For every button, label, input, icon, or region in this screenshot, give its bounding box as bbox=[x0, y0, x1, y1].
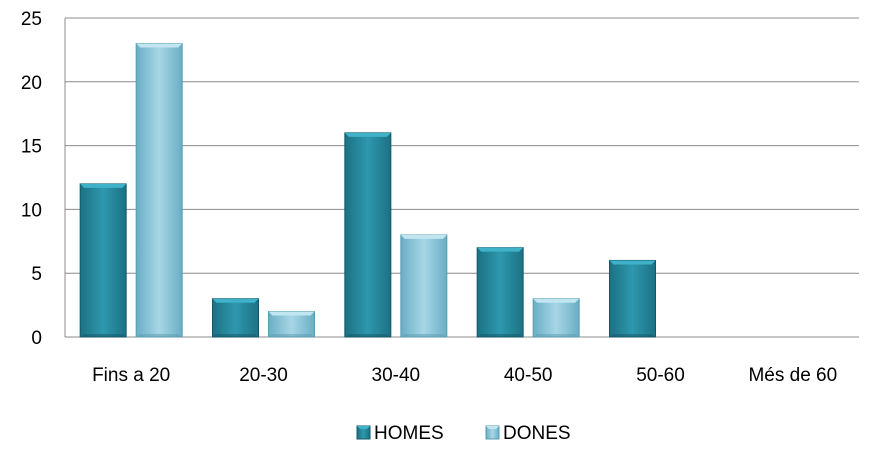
x-tick-label: 30-40 bbox=[372, 365, 421, 386]
x-tick-label: 50-60 bbox=[636, 365, 685, 386]
y-tick-label: 10 bbox=[21, 200, 42, 221]
legend: HOMES DONES bbox=[356, 423, 571, 444]
y-tick-label: 15 bbox=[21, 137, 42, 158]
y-tick-label: 5 bbox=[31, 264, 42, 285]
x-tick-label: 20-30 bbox=[239, 365, 288, 386]
y-tick-label: 0 bbox=[31, 328, 42, 349]
legend-label: HOMES bbox=[374, 423, 444, 444]
y-axis-ticks: 0 5 10 15 20 25 bbox=[21, 9, 42, 349]
x-tick-label: 40-50 bbox=[504, 365, 553, 386]
gridlines bbox=[64, 17, 859, 338]
x-axis-ticks: Fins a 20 20-30 30-40 40-50 50-60 Més de 60 bbox=[92, 365, 837, 386]
y-tick-label: 20 bbox=[21, 73, 42, 94]
bars bbox=[79, 43, 656, 338]
bar-dones bbox=[532, 298, 580, 338]
bar-dones bbox=[268, 310, 315, 338]
legend-item-homes: HOMES bbox=[356, 423, 444, 444]
bar-homes bbox=[476, 247, 524, 338]
bar-dones bbox=[400, 234, 448, 338]
x-tick-label: Fins a 20 bbox=[92, 365, 170, 386]
x-tick-label: Més de 60 bbox=[748, 365, 837, 386]
bar-homes bbox=[79, 183, 127, 338]
bar-homes bbox=[212, 298, 259, 338]
bar-homes bbox=[609, 259, 656, 338]
bar-dones bbox=[135, 43, 183, 338]
legend-item-dones: DONES bbox=[485, 423, 571, 444]
y-tick-label: 25 bbox=[21, 9, 42, 30]
bar-homes bbox=[344, 132, 392, 338]
legend-label: DONES bbox=[503, 423, 571, 444]
